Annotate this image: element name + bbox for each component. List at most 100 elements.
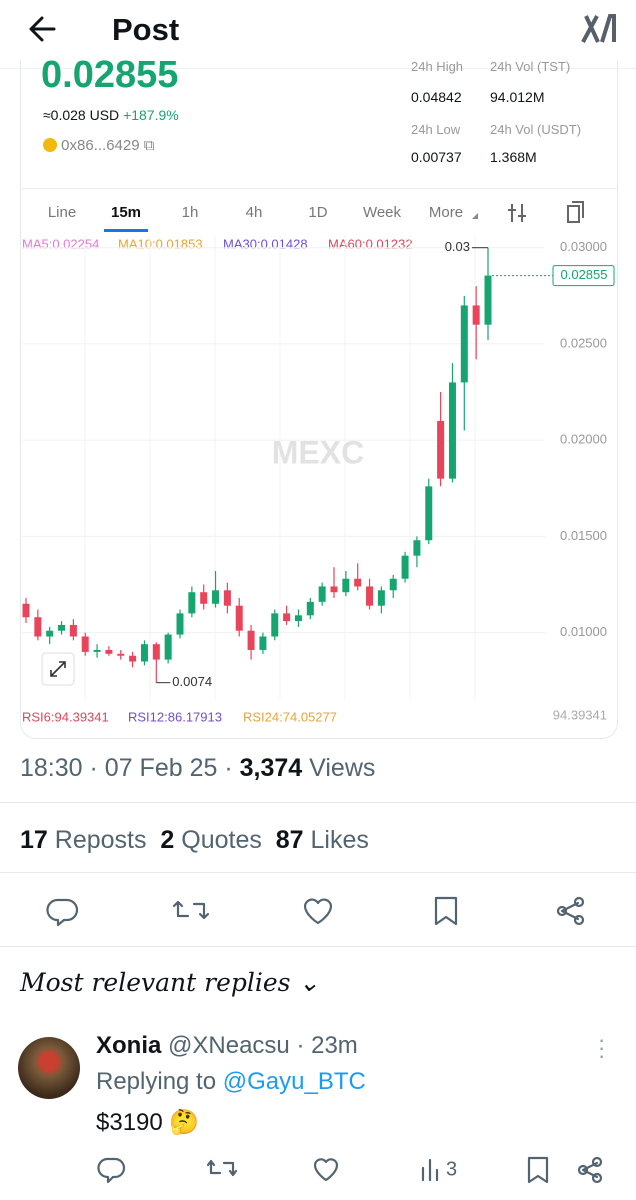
timeframe-tab[interactable]: Line <box>48 204 76 221</box>
stat-value: 1.368M <box>490 149 537 165</box>
post-actions <box>46 896 585 927</box>
timeframe-tab[interactable]: Week <box>363 204 402 221</box>
repost-button[interactable] <box>172 900 210 920</box>
reply-button[interactable] <box>97 1157 126 1184</box>
candle-body <box>117 653 125 656</box>
stat-label: 24h Vol (TST) <box>490 60 571 74</box>
candle-body <box>247 630 255 650</box>
like-button[interactable] <box>313 1158 339 1182</box>
mention[interactable]: @Gayu_BTC <box>222 1068 366 1095</box>
back-button[interactable] <box>26 12 60 46</box>
candle-body <box>58 624 66 631</box>
candle-body <box>425 486 433 541</box>
candle-body <box>484 275 492 325</box>
stat-value: 0.04842 <box>411 89 462 105</box>
candle-body <box>318 586 326 602</box>
bookmark-button[interactable] <box>527 1156 549 1184</box>
more-button[interactable]: · · · <box>598 1027 606 1068</box>
high-label: 0.03 <box>445 239 470 254</box>
contract: 0x86...6429 <box>61 137 140 154</box>
copy-button[interactable] <box>567 201 584 223</box>
reply-actions: 3 <box>97 1156 603 1184</box>
chain-icon <box>43 138 57 152</box>
candle-body <box>105 649 113 654</box>
timeframe-tab[interactable]: 1h <box>182 204 199 221</box>
timeframe-tab[interactable]: 4h <box>246 204 263 221</box>
candle-body <box>212 590 220 604</box>
app-logo <box>581 14 616 43</box>
likes-label[interactable]: Likes <box>310 826 369 854</box>
reply-views: 3 <box>446 1158 457 1180</box>
avatar[interactable] <box>18 1037 80 1099</box>
timeframe-tab[interactable]: 15m <box>111 204 141 221</box>
candle-body <box>413 540 421 556</box>
y-tick-label: 0.01500 <box>560 528 607 543</box>
share-button[interactable] <box>556 905 568 917</box>
reply-age: 23m <box>311 1032 358 1059</box>
rsi-axis-label: 94.39341 <box>553 707 607 722</box>
candle-body <box>342 578 350 593</box>
candle-body <box>81 636 89 652</box>
timeframe-tab[interactable]: 1D <box>308 204 327 221</box>
candle-body <box>176 613 184 635</box>
candle-body <box>34 617 42 637</box>
candle-body <box>294 615 302 622</box>
separator: · <box>89 754 98 782</box>
candle-body <box>22 603 30 618</box>
quotes-label[interactable]: Quotes <box>181 826 262 854</box>
views-button[interactable] <box>421 1158 439 1182</box>
candle-body <box>448 382 456 479</box>
reply-handle[interactable]: @XNeacsu <box>168 1032 290 1059</box>
reposts-label[interactable]: Reposts <box>54 826 147 854</box>
replies-sort[interactable]: Most relevant replies ⌄ <box>20 968 320 997</box>
separator: · <box>224 754 233 782</box>
candle-body <box>306 601 314 616</box>
stat-label: 24h High <box>411 60 464 74</box>
candle-body <box>188 592 196 614</box>
share-button[interactable] <box>591 1172 603 1184</box>
replies-heading[interactable]: Most relevant replies <box>20 968 291 997</box>
timeframe-tab[interactable]: More <box>429 204 463 221</box>
stat-value: 94.012M <box>490 89 545 105</box>
like-count[interactable]: 87 <box>275 826 304 854</box>
reply-author[interactable]: Xonia <box>96 1032 162 1059</box>
candle-body <box>437 420 445 479</box>
page-title: Post <box>112 12 180 47</box>
share-button[interactable] <box>577 1164 589 1176</box>
candle-body <box>46 630 54 637</box>
candle-body <box>377 590 385 606</box>
share-button[interactable] <box>573 896 585 908</box>
indicator-button[interactable] <box>508 204 526 222</box>
reply-text: $3190 🤔 <box>96 1109 200 1136</box>
candle-body <box>354 578 362 587</box>
price: 0.02855 <box>41 60 179 96</box>
ma-legend: MA10:0.01853 <box>118 236 203 251</box>
last-price-box <box>552 265 615 287</box>
bookmark-button[interactable] <box>434 896 458 926</box>
candle-body <box>259 636 267 650</box>
chart-image[interactable]: 0.02855 ≈0.028 USD +187.9% 0x86...6429 ⧉… <box>20 60 618 739</box>
tab-icon <box>472 213 478 219</box>
last-price-label: 0.02855 <box>561 267 608 282</box>
reply-button[interactable] <box>46 898 79 927</box>
low-label: 0.0074 <box>172 674 212 689</box>
ma-legend: MA60:0.01232 <box>328 236 413 251</box>
candle-body <box>401 555 409 579</box>
candle-body <box>389 578 397 591</box>
y-tick-label: 0.03000 <box>560 239 607 254</box>
candle-body <box>283 613 291 622</box>
share-button[interactable] <box>573 914 585 926</box>
candle-body <box>93 649 101 652</box>
repost-button[interactable] <box>206 1159 238 1177</box>
chart: Line 15m 1h 4h 1D Week More MA5:0.02254 MA10:0.0… <box>22 201 615 724</box>
share-button[interactable] <box>591 1156 603 1168</box>
candle-body <box>140 644 148 662</box>
repost-count[interactable]: 17 <box>20 826 48 854</box>
expand-icon <box>50 661 66 677</box>
like-button[interactable] <box>303 898 333 925</box>
quote-count[interactable]: 2 <box>160 826 175 854</box>
candle-body <box>460 305 468 383</box>
separator: · <box>296 1032 305 1059</box>
